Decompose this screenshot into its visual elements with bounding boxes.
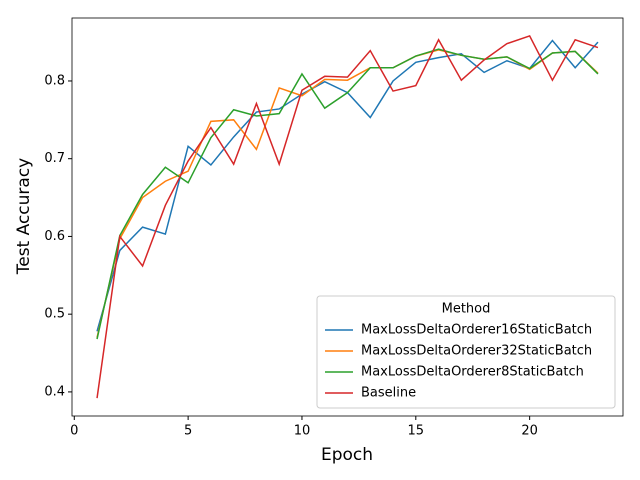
x-tick-label: 20 xyxy=(521,424,538,439)
legend-label: MaxLossDeltaOrderer32StaticBatch xyxy=(361,344,592,359)
y-tick-label: 0.4 xyxy=(44,384,65,399)
y-tick-label: 0.7 xyxy=(44,151,65,166)
legend-title: Method xyxy=(442,302,491,317)
data-line xyxy=(96,48,599,340)
legend-label: Baseline xyxy=(361,386,416,401)
y-axis-title: Test Accuracy xyxy=(14,158,34,276)
x-tick-label: 10 xyxy=(294,424,311,439)
y-tick-label: 0.6 xyxy=(44,229,65,244)
x-tick-label: 0 xyxy=(70,424,78,439)
legend-label: MaxLossDeltaOrderer8StaticBatch xyxy=(361,365,584,380)
legend-box xyxy=(316,295,616,409)
x-axis-title: Epoch xyxy=(321,445,373,465)
legend-label: MaxLossDeltaOrderer16StaticBatch xyxy=(361,323,592,338)
x-tick-label: 5 xyxy=(184,424,192,439)
x-tick-label: 15 xyxy=(408,424,425,439)
y-tick-label: 0.5 xyxy=(44,307,65,322)
plot-frame xyxy=(71,17,624,417)
data-line xyxy=(96,39,599,332)
data-line xyxy=(96,34,599,399)
y-tick-label: 0.8 xyxy=(44,73,65,88)
